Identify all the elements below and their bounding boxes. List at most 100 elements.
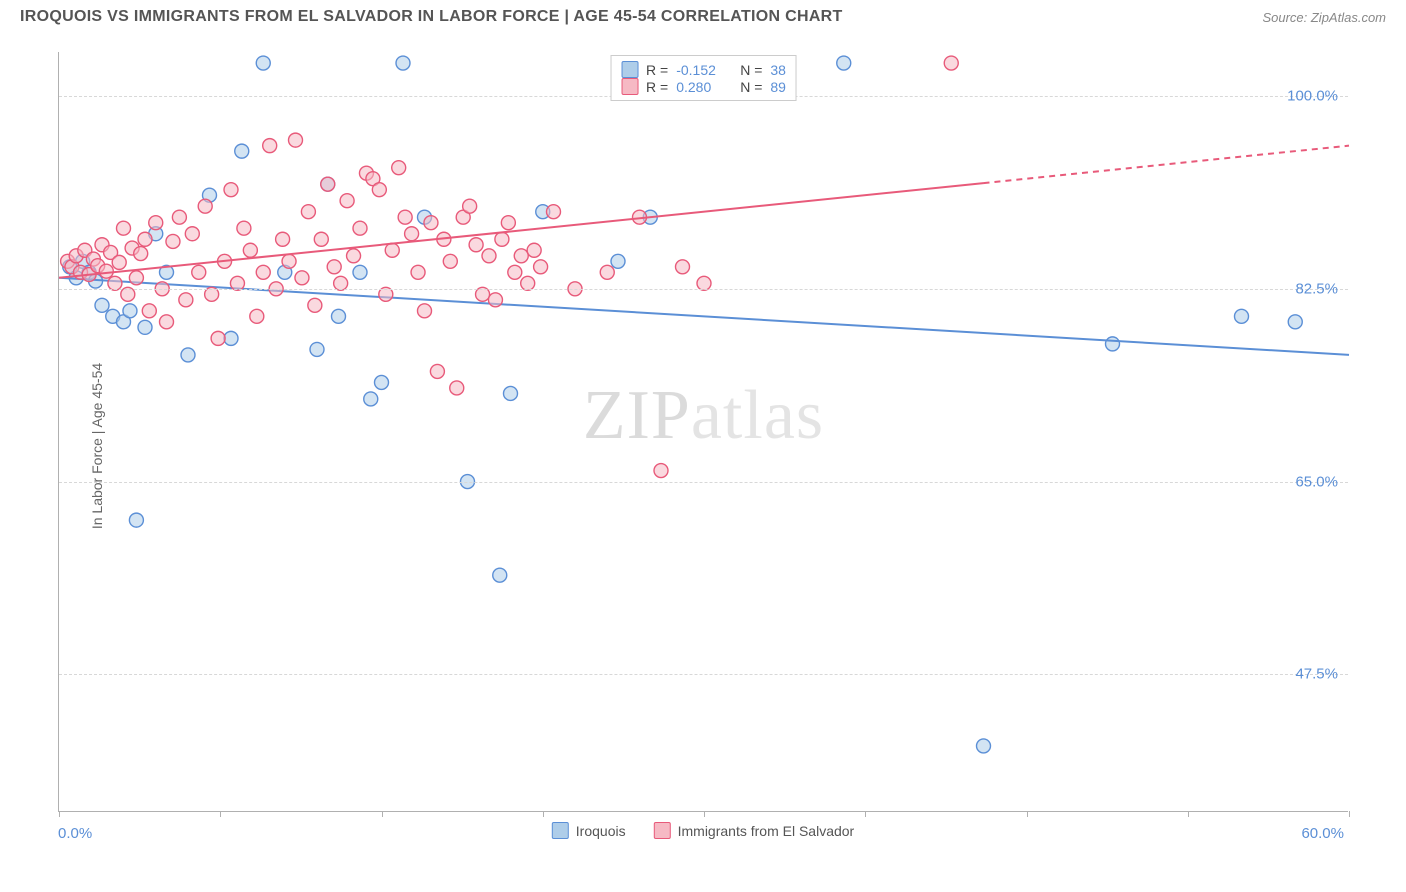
chart-title: IROQUOIS VS IMMIGRANTS FROM EL SALVADOR … bbox=[20, 8, 843, 26]
data-point bbox=[256, 56, 270, 70]
x-axis-max-label: 60.0% bbox=[1301, 825, 1344, 842]
x-tick bbox=[704, 811, 705, 817]
data-point bbox=[396, 56, 410, 70]
legend-swatch bbox=[654, 822, 671, 839]
legend-item: Immigrants from El Salvador bbox=[654, 822, 855, 839]
data-point bbox=[418, 304, 432, 318]
data-point bbox=[117, 221, 131, 235]
data-point bbox=[224, 331, 238, 345]
y-tick-label: 100.0% bbox=[1287, 88, 1338, 105]
data-point bbox=[138, 232, 152, 246]
data-point bbox=[375, 375, 389, 389]
data-point bbox=[450, 381, 464, 395]
data-point bbox=[263, 139, 277, 153]
x-tick bbox=[59, 811, 60, 817]
legend-swatch bbox=[621, 78, 638, 95]
data-point bbox=[160, 315, 174, 329]
x-tick bbox=[1349, 811, 1350, 817]
x-axis-min-label: 0.0% bbox=[58, 825, 92, 842]
data-point bbox=[463, 199, 477, 213]
legend-label: Immigrants from El Salvador bbox=[678, 823, 855, 839]
data-point bbox=[310, 342, 324, 356]
series-legend: Iroquois Immigrants from El Salvador bbox=[552, 822, 854, 839]
chart-source: Source: ZipAtlas.com bbox=[1262, 10, 1386, 25]
trendline-extrapolated bbox=[984, 146, 1350, 183]
correlation-legend-row: R = -0.152 N = 38 bbox=[621, 61, 786, 78]
data-point bbox=[353, 265, 367, 279]
data-point bbox=[235, 144, 249, 158]
data-point bbox=[508, 265, 522, 279]
data-point bbox=[547, 205, 561, 219]
r-value: 0.280 bbox=[676, 79, 732, 95]
scatter-svg bbox=[59, 52, 1348, 811]
data-point bbox=[123, 304, 137, 318]
data-point bbox=[944, 56, 958, 70]
gridline bbox=[59, 289, 1348, 290]
data-point bbox=[1106, 337, 1120, 351]
data-point bbox=[289, 133, 303, 147]
data-point bbox=[340, 194, 354, 208]
x-tick bbox=[1188, 811, 1189, 817]
data-point bbox=[611, 254, 625, 268]
data-point bbox=[198, 199, 212, 213]
data-point bbox=[295, 271, 309, 285]
data-point bbox=[301, 205, 315, 219]
gridline bbox=[59, 674, 1348, 675]
y-tick-label: 47.5% bbox=[1295, 666, 1338, 683]
data-point bbox=[314, 232, 328, 246]
data-point bbox=[327, 260, 341, 274]
data-point bbox=[166, 234, 180, 248]
data-point bbox=[224, 183, 238, 197]
n-value: 38 bbox=[770, 62, 786, 78]
data-point bbox=[211, 331, 225, 345]
r-label: R = bbox=[646, 79, 668, 95]
r-label: R = bbox=[646, 62, 668, 78]
x-tick bbox=[220, 811, 221, 817]
data-point bbox=[837, 56, 851, 70]
data-point bbox=[95, 298, 109, 312]
data-point bbox=[134, 247, 148, 261]
r-value: -0.152 bbox=[676, 62, 732, 78]
data-point bbox=[392, 161, 406, 175]
data-point bbox=[385, 243, 399, 257]
data-point bbox=[495, 232, 509, 246]
n-label: N = bbox=[740, 62, 762, 78]
legend-swatch bbox=[621, 61, 638, 78]
data-point bbox=[504, 386, 518, 400]
data-point bbox=[977, 739, 991, 753]
gridline bbox=[59, 482, 1348, 483]
data-point bbox=[129, 271, 143, 285]
data-point bbox=[482, 249, 496, 263]
legend-label: Iroquois bbox=[576, 823, 626, 839]
data-point bbox=[185, 227, 199, 241]
data-point bbox=[654, 464, 668, 478]
x-tick bbox=[382, 811, 383, 817]
data-point bbox=[347, 249, 361, 263]
data-point bbox=[179, 293, 193, 307]
legend-swatch bbox=[552, 822, 569, 839]
data-point bbox=[1235, 309, 1249, 323]
data-point bbox=[142, 304, 156, 318]
legend-item: Iroquois bbox=[552, 822, 626, 839]
data-point bbox=[364, 392, 378, 406]
data-point bbox=[138, 320, 152, 334]
n-value: 89 bbox=[770, 79, 786, 95]
n-label: N = bbox=[740, 79, 762, 95]
data-point bbox=[99, 264, 113, 278]
data-point bbox=[129, 513, 143, 527]
data-point bbox=[501, 216, 515, 230]
data-point bbox=[192, 265, 206, 279]
data-point bbox=[488, 293, 502, 307]
data-point bbox=[243, 243, 257, 257]
data-point bbox=[600, 265, 614, 279]
data-point bbox=[1288, 315, 1302, 329]
chart-plot-area: ZIPatlas R = -0.152N = 38R = 0.280N = 89… bbox=[58, 52, 1348, 812]
data-point bbox=[411, 265, 425, 279]
data-point bbox=[493, 568, 507, 582]
data-point bbox=[308, 298, 322, 312]
data-point bbox=[250, 309, 264, 323]
data-point bbox=[276, 232, 290, 246]
data-point bbox=[372, 183, 386, 197]
y-tick-label: 82.5% bbox=[1295, 280, 1338, 297]
data-point bbox=[256, 265, 270, 279]
